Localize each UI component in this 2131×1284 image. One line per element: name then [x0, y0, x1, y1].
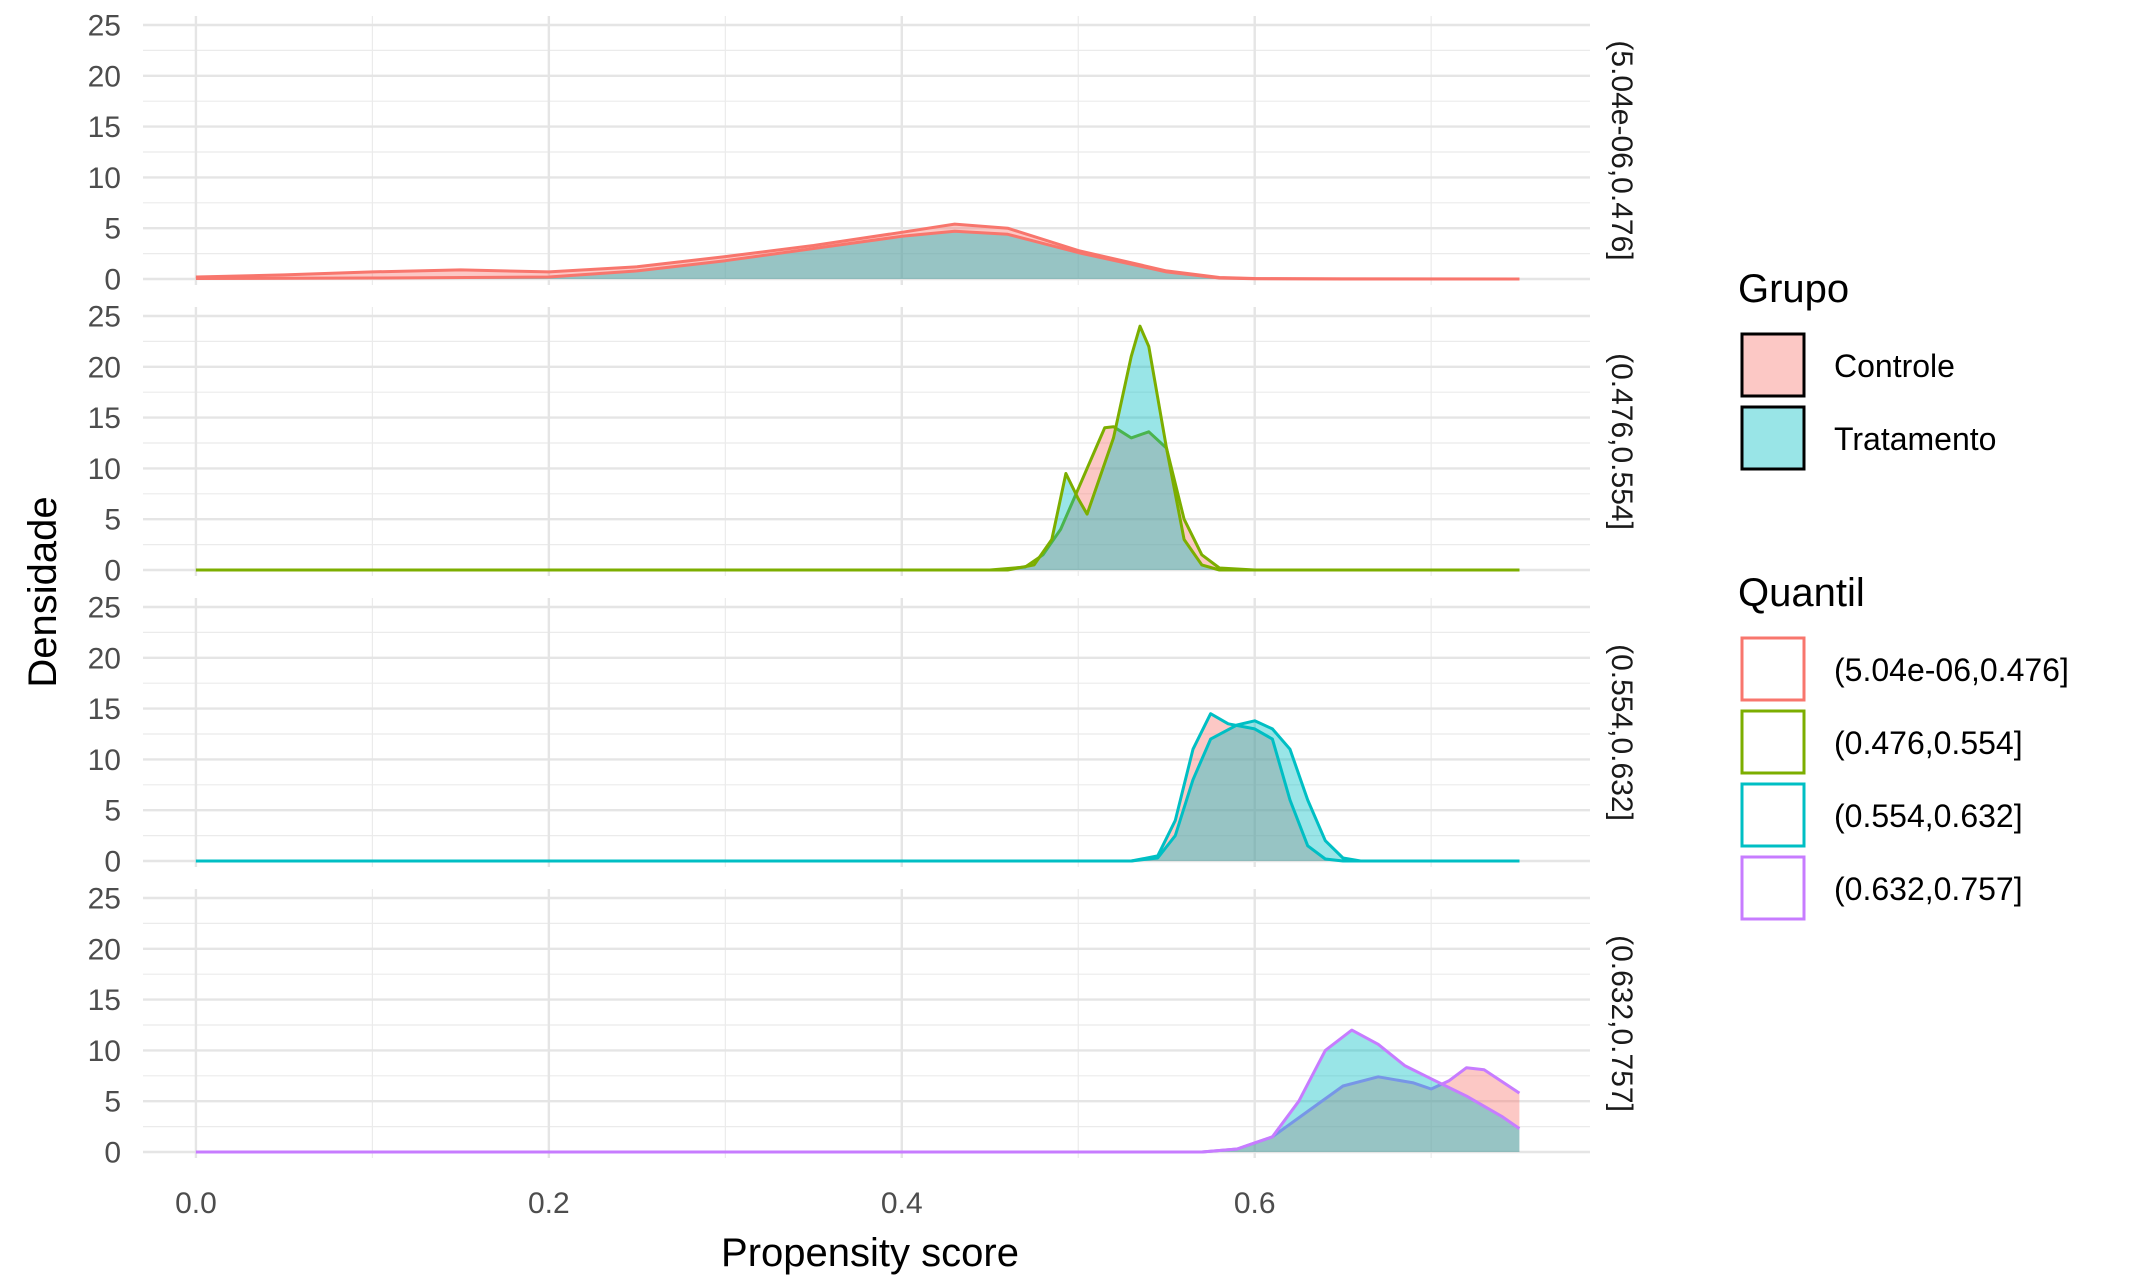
legend-key [1740, 709, 1806, 775]
y-tick-label: 5 [104, 213, 121, 246]
legend-label: (0.632,0.757] [1834, 871, 2023, 907]
color-legend-entry: (0.554,0.632] [1740, 782, 2023, 848]
y-tick-label: 0 [104, 555, 121, 588]
y-tick-label: 15 [88, 111, 121, 144]
density-area-controle [195, 426, 1520, 570]
density-line-controle [195, 712, 1520, 863]
y-tick-label: 0 [104, 1137, 121, 1170]
fill-legend: Grupo Controle Tratamento [1738, 267, 1996, 471]
facet-panel: 0 5 10 15 20 25 (0.632,0.757] [88, 883, 1638, 1170]
y-tick-label: 25 [88, 592, 121, 625]
color-legend-title: Quantil [1738, 571, 1865, 615]
y-tick-label: 20 [88, 642, 121, 675]
fill-legend-title: Grupo [1738, 267, 1849, 311]
density-area-controle [195, 1067, 1520, 1152]
x-tick-label: 0.2 [528, 1187, 570, 1220]
y-tick-label: 20 [88, 60, 121, 93]
y-tick-label: 15 [88, 984, 121, 1017]
y-tick-label: 15 [88, 693, 121, 726]
y-tick-label: 0 [104, 846, 121, 879]
x-tick-label: 0.6 [1234, 1187, 1276, 1220]
y-tick-label: 5 [104, 504, 121, 537]
strip-label: (0.476,0.554] [1605, 353, 1638, 530]
x-axis-title: Propensity score [721, 1231, 1019, 1275]
strip-label: (5.04e-06,0.476] [1605, 40, 1638, 260]
density-area-tratamento [195, 231, 1520, 279]
y-tick-label: 10 [88, 744, 121, 777]
x-tick-label: 0.4 [881, 1187, 923, 1220]
legend-key [1740, 405, 1806, 471]
facet-panel: 0 5 10 15 20 25 (5.04e-06,0.476] [88, 10, 1638, 297]
x-tick-label: 0.0 [175, 1187, 217, 1220]
legend-key [1740, 855, 1806, 921]
density-line-tratamento [195, 229, 1520, 281]
density-area-controle [195, 224, 1520, 279]
legend-label: Controle [1834, 348, 1955, 384]
y-tick-label: 25 [88, 10, 121, 43]
x-axis-ticks: 0.0 0.2 0.4 0.6 [175, 1187, 1275, 1220]
legend-label: (5.04e-06,0.476] [1834, 652, 2069, 688]
color-legend-entry: (5.04e-06,0.476] [1740, 636, 2069, 702]
density-line-controle [195, 425, 1520, 572]
y-tick-label: 15 [88, 402, 121, 435]
legend-key [1740, 636, 1806, 702]
density-area-tratamento [195, 720, 1520, 861]
density-area-tratamento [195, 326, 1520, 570]
y-tick-label: 5 [104, 795, 121, 828]
density-area-tratamento [195, 1030, 1520, 1152]
facet-panel: 0 5 10 15 20 25 (0.554,0.632] [88, 592, 1638, 879]
color-legend-entry: (0.632,0.757] [1740, 855, 2023, 921]
y-tick-label: 20 [88, 351, 121, 384]
strip-label: (0.632,0.757] [1605, 935, 1638, 1112]
y-tick-label: 0 [104, 264, 121, 297]
legend-label: (0.476,0.554] [1834, 725, 2023, 761]
y-tick-label: 25 [88, 301, 121, 334]
y-tick-label: 10 [88, 453, 121, 486]
facet-panel: 0 5 10 15 20 25 (0.476,0.554] [88, 301, 1638, 588]
fill-legend-entry: Controle [1740, 332, 1955, 398]
legend-label: Tratamento [1834, 421, 1996, 457]
density-line-tratamento [195, 324, 1520, 572]
color-legend-entry: (0.476,0.554] [1740, 709, 2023, 775]
y-tick-label: 10 [88, 162, 121, 195]
y-tick-label: 25 [88, 883, 121, 916]
color-legend: Quantil (5.04e-06,0.476] (0.476,0.554] (0.… [1738, 571, 2069, 921]
facet-panels: 0 5 10 15 20 25 (5.04e-06,0.476] 0 5 10 15 20 25 (0.4… [88, 10, 1638, 1170]
legend-key [1740, 782, 1806, 848]
legend-key [1740, 332, 1806, 398]
legend-label: (0.554,0.632] [1834, 798, 2023, 834]
fill-legend-entry: Tratamento [1740, 405, 1996, 471]
y-tick-label: 10 [88, 1035, 121, 1068]
strip-label: (0.554,0.632] [1605, 644, 1638, 821]
density-line-tratamento [195, 1028, 1521, 1154]
y-tick-label: 20 [88, 933, 121, 966]
density-area-controle [195, 713, 1520, 861]
y-tick-label: 5 [104, 1086, 121, 1119]
y-axis-title: Densidade [21, 496, 65, 687]
density-line-tratamento [195, 719, 1520, 863]
